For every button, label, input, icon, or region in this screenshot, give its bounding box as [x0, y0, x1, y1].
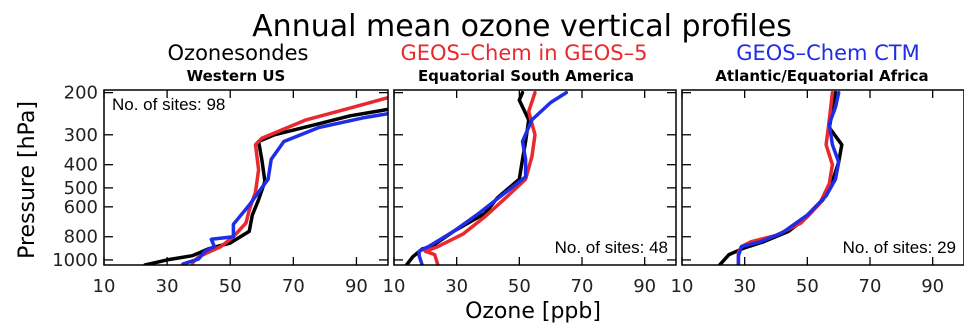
x-tick-label: 70: [282, 276, 305, 297]
panel-3-title: Atlantic/Equatorial Africa: [715, 67, 928, 85]
x-tick-label: 10: [383, 276, 406, 297]
ozonesondes-line: [404, 90, 531, 265]
legend-ozonesondes: Ozonesondes: [168, 41, 309, 65]
x-tick-label: 10: [93, 276, 116, 297]
y-tick-label: 200: [64, 83, 98, 104]
panel-2: 10 30 50 70 90 No. of sites: 48: [383, 89, 677, 297]
ctm-line: [736, 90, 841, 265]
geos5-line: [736, 90, 835, 265]
sites-count-label: No. of sites: 29: [843, 238, 956, 257]
x-axis-label: Ozone [ppb]: [465, 299, 601, 324]
y-tick-label: 300: [64, 125, 98, 146]
y-tick-label: 1000: [52, 250, 98, 271]
series-group: [143, 95, 388, 265]
x-tick-label: 90: [345, 276, 368, 297]
x-tick-label: 10: [671, 276, 694, 297]
ctm-line: [417, 90, 569, 265]
plot-frame: [681, 89, 964, 266]
plot-frame: [103, 89, 389, 266]
x-tick-label: 50: [219, 276, 242, 297]
ctm-line: [181, 111, 388, 265]
ozonesondes-line: [717, 90, 844, 265]
y-axis-label: Pressure [hPa]: [15, 101, 40, 259]
x-tick-label: 70: [571, 276, 594, 297]
sites-count-label: No. of sites: 98: [112, 95, 225, 114]
x-tick-label: 50: [508, 276, 531, 297]
x-tick-label: 30: [733, 276, 756, 297]
panel-2-title: Equatorial South America: [418, 67, 634, 85]
geos5-line: [423, 90, 537, 265]
ozonesondes-line: [143, 107, 388, 265]
legend-ctm: GEOS–Chem CTM: [736, 41, 920, 65]
legend-geos5: GEOS–Chem in GEOS–5: [400, 41, 647, 65]
x-tick-label: 70: [859, 276, 882, 297]
y-tick-label: 500: [64, 178, 98, 199]
sites-count-label: No. of sites: 48: [555, 238, 668, 257]
y-tick-label: 600: [64, 197, 98, 218]
y-tick-label: 800: [64, 227, 98, 248]
y-tick-label: 400: [64, 155, 98, 176]
x-tick-label: 50: [796, 276, 819, 297]
x-tick-label: 90: [921, 276, 944, 297]
x-tick-label: 90: [633, 276, 656, 297]
plot-frame: [393, 89, 677, 266]
series-group: [717, 90, 844, 265]
figure-title: Annual mean ozone vertical profiles: [252, 9, 792, 44]
panel-3: 10 30 50 70 90 No. of sites: 29: [671, 89, 964, 297]
series-group: [404, 90, 569, 265]
x-tick-label: 30: [156, 276, 179, 297]
panel-1-title: Western US: [187, 67, 286, 85]
x-tick-label: 30: [445, 276, 468, 297]
